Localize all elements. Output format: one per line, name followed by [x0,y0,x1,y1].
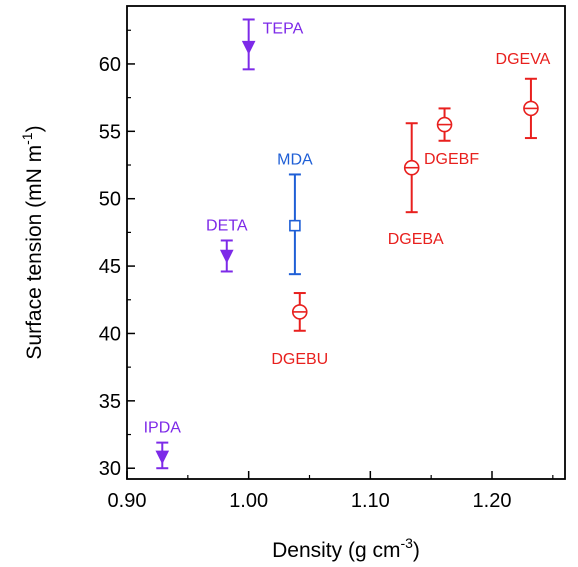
x-tick-label: 1.10 [351,490,390,512]
data-point-ipda: IPDA [144,420,182,470]
x-axis-title-suffix: ) [413,539,420,562]
plot-frame [126,5,566,480]
point-label: DETA [206,217,248,234]
triangle-down-marker [155,450,170,465]
data-point-dgebf: DGEBF [424,107,479,168]
point-label: MDA [277,151,313,168]
data-point-dgeva: DGEVA [496,51,551,140]
point-label: TEPA [263,20,304,37]
y-tick-label: 55 [99,121,121,143]
data-point-tepa: TEPA [241,18,304,71]
data-point-deta: DETA [206,217,248,273]
point-label: DGEVA [496,51,551,68]
x-axis: 0.90 1.00 1.10 1.20 [108,471,554,512]
data-point-dgebu: DGEBU [271,292,328,368]
square-marker [289,219,301,232]
y-axis-title-text: Surface tension (mN m [23,145,46,360]
y-axis-title-suffix: ) [23,125,46,132]
y-tick-label: 45 [99,256,121,278]
x-tick-label: 1.20 [473,490,512,512]
point-label: DGEBA [388,231,444,248]
x-axis-title: Density (g cm-3) [272,535,420,562]
x-tick-label: 1.00 [229,490,268,512]
data-point-dgeba: DGEBA [388,122,444,248]
y-axis-title: Surface tension (mN m-1) [19,125,46,359]
y-tick-label: 40 [99,323,121,345]
point-label: IPDA [144,420,182,437]
x-tick-label: 0.90 [108,490,147,512]
y-tick-label: 60 [99,54,121,76]
y-axis: 30 35 40 45 50 55 60 [99,29,135,480]
y-tick-label: 35 [99,391,121,413]
x-axis-title-sup: -3 [400,535,413,551]
triangle-down-marker [219,249,234,264]
y-tick-label: 50 [99,189,121,211]
point-label: DGEBU [271,351,328,368]
x-axis-title-text: Density (g cm [272,539,400,562]
point-label: DGEBF [424,151,479,168]
triangle-down-marker [241,40,256,55]
data-points: TEPA DETA IPDA MDA DGEBU DGEBA DGEBF DGEVA [144,18,551,470]
y-tick-label: 30 [99,458,121,480]
data-point-mda: MDA [277,151,313,276]
y-axis-title-sup: -1 [19,132,35,145]
